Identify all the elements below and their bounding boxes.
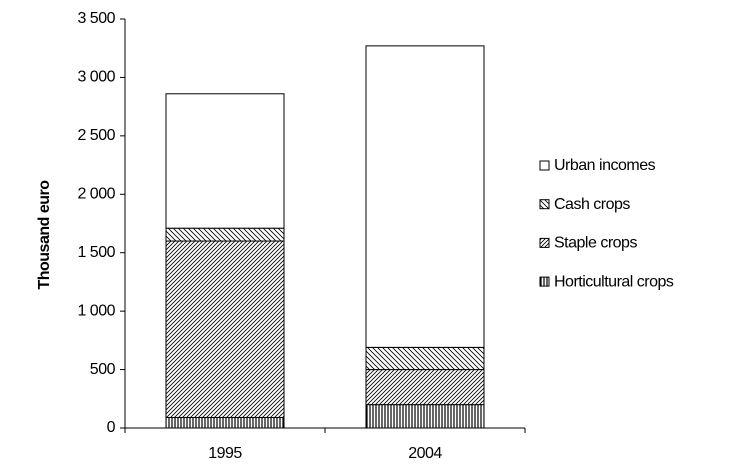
legend-label: Horticultural crops <box>554 273 674 290</box>
bar-segment <box>365 369 485 406</box>
x-tick-label: 2004 <box>408 445 442 462</box>
legend-label: Cash crops <box>554 196 630 213</box>
bar-segment <box>365 404 485 429</box>
y-tick-label: 2 500 <box>77 127 115 144</box>
bar-segment <box>165 227 285 242</box>
legend-swatch <box>539 237 550 248</box>
legend-swatch <box>539 276 550 287</box>
y-tick-label: 1 500 <box>77 244 115 261</box>
bar-segment <box>165 240 285 418</box>
y-axis-label: Thousand euro <box>36 180 53 290</box>
legend-label: Urban incomes <box>554 157 656 174</box>
y-tick-label: 500 <box>90 361 116 378</box>
x-tick-label: 1995 <box>208 445 242 462</box>
y-tick-label: 1 000 <box>77 302 115 319</box>
y-tick-label: 0 <box>107 419 116 436</box>
bar-segment <box>165 93 285 229</box>
legend-label: Staple crops <box>554 235 637 252</box>
legend-swatch <box>539 199 550 210</box>
y-tick-label: 2 000 <box>77 186 115 203</box>
bar-segment <box>365 346 485 371</box>
y-tick-label: 3 000 <box>77 69 115 86</box>
bar-segment <box>365 45 485 348</box>
y-tick-label: 3 500 <box>77 10 115 27</box>
bar-segment <box>165 416 285 429</box>
legend-swatch <box>539 160 550 171</box>
